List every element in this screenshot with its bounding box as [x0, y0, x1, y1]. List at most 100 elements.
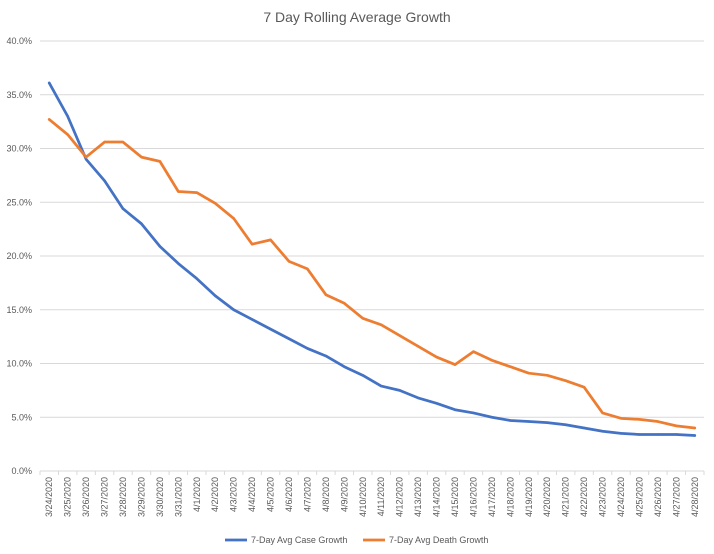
data-point	[453, 363, 457, 366]
x-tick-label: 4/13/2020	[413, 477, 423, 517]
data-point	[232, 308, 235, 311]
data-point	[140, 155, 143, 159]
x-tick-label: 3/25/2020	[63, 477, 73, 517]
data-point	[601, 430, 604, 433]
x-tick-label: 4/14/2020	[432, 477, 442, 517]
x-tick-label: 4/8/2020	[321, 477, 331, 512]
data-point	[416, 396, 420, 400]
data-point	[121, 207, 125, 210]
data-point	[287, 337, 291, 340]
data-point	[527, 371, 530, 375]
y-tick-label: 30.0%	[6, 144, 32, 154]
data-point	[103, 140, 106, 144]
data-point	[48, 118, 51, 121]
x-tick-label: 4/15/2020	[450, 477, 460, 517]
y-tick-label: 0.0%	[11, 466, 32, 476]
data-point	[158, 160, 162, 163]
data-point	[656, 433, 660, 436]
series-line-1	[47, 118, 697, 430]
data-point	[269, 327, 272, 331]
data-point	[306, 347, 309, 350]
x-tick-label: 4/25/2020	[634, 477, 644, 517]
y-tick-label: 5.0%	[11, 412, 32, 422]
data-point	[398, 389, 401, 392]
data-point	[287, 260, 291, 263]
data-point	[380, 384, 383, 388]
data-point	[435, 355, 438, 359]
data-point	[693, 434, 696, 437]
data-point	[416, 345, 420, 348]
data-point	[472, 350, 475, 353]
chart-title: 7 Day Rolling Average Growth	[263, 9, 450, 25]
x-tick-label: 4/16/2020	[468, 477, 478, 517]
y-tick-label: 10.0%	[6, 359, 32, 369]
x-tick-label: 4/12/2020	[395, 477, 405, 517]
x-tick-label: 3/24/2020	[44, 477, 54, 517]
data-point	[177, 190, 180, 193]
data-point	[324, 293, 328, 296]
x-tick-label: 4/24/2020	[616, 477, 626, 517]
data-point	[214, 202, 217, 205]
data-point	[361, 317, 364, 320]
x-tick-label: 4/10/2020	[358, 477, 368, 517]
x-tick-label: 4/27/2020	[671, 477, 681, 517]
data-point	[195, 277, 198, 280]
data-point	[380, 323, 383, 326]
series-lines	[47, 81, 697, 437]
x-tick-label: 4/3/2020	[229, 477, 239, 512]
x-tick-label: 4/21/2020	[561, 477, 571, 517]
data-point	[693, 426, 696, 430]
data-point	[66, 115, 69, 118]
x-tick-label: 3/31/2020	[173, 477, 183, 517]
x-tick-label: 3/27/2020	[100, 477, 110, 517]
data-point	[509, 365, 512, 368]
x-tick-label: 4/18/2020	[505, 477, 515, 517]
x-tick-label: 4/17/2020	[487, 477, 497, 517]
y-tick-label: 35.0%	[6, 90, 32, 100]
data-point	[214, 294, 217, 297]
data-point	[140, 222, 143, 225]
data-point	[48, 81, 51, 85]
data-point	[619, 417, 623, 420]
legend-label: 7-Day Avg Death Growth	[389, 535, 488, 545]
data-point	[527, 420, 530, 423]
x-tick-label: 4/19/2020	[524, 477, 534, 517]
x-tick-label: 4/1/2020	[192, 477, 202, 512]
data-point	[343, 302, 346, 305]
data-point	[398, 334, 401, 337]
data-point	[490, 416, 494, 419]
data-point	[675, 433, 678, 436]
data-point	[638, 418, 641, 421]
series-line-0	[47, 81, 697, 437]
data-point	[195, 191, 198, 194]
data-point	[324, 354, 328, 358]
x-tick-label: 4/11/2020	[376, 477, 386, 516]
data-point	[490, 359, 494, 362]
legend-label: 7-Day Avg Case Growth	[251, 535, 347, 545]
data-point	[66, 133, 69, 136]
data-point	[601, 411, 604, 415]
data-point	[619, 432, 623, 435]
y-tick-label: 20.0%	[6, 251, 32, 261]
data-point	[675, 424, 678, 428]
x-tick-label: 3/26/2020	[81, 477, 91, 517]
data-point	[232, 217, 235, 220]
x-tick-label: 4/5/2020	[266, 477, 276, 512]
data-point	[177, 262, 180, 265]
gridlines	[40, 40, 704, 472]
data-point	[435, 402, 438, 405]
data-point	[638, 433, 641, 436]
data-point	[656, 420, 660, 423]
data-point	[269, 238, 272, 242]
data-point	[546, 374, 549, 377]
x-tick-label: 4/23/2020	[598, 477, 608, 517]
y-tick-label: 40.0%	[6, 36, 32, 46]
x-tick-label: 4/26/2020	[653, 477, 663, 517]
y-tick-label: 15.0%	[6, 305, 32, 315]
data-point	[546, 421, 549, 424]
y-axis-ticks: 0.0% 5.0% 10.0% 15.0% 20.0% 25.0% 30.0% 35.0% 40…	[6, 36, 32, 476]
x-tick-label: 3/28/2020	[118, 477, 128, 517]
x-tick-label: 4/4/2020	[247, 477, 257, 512]
